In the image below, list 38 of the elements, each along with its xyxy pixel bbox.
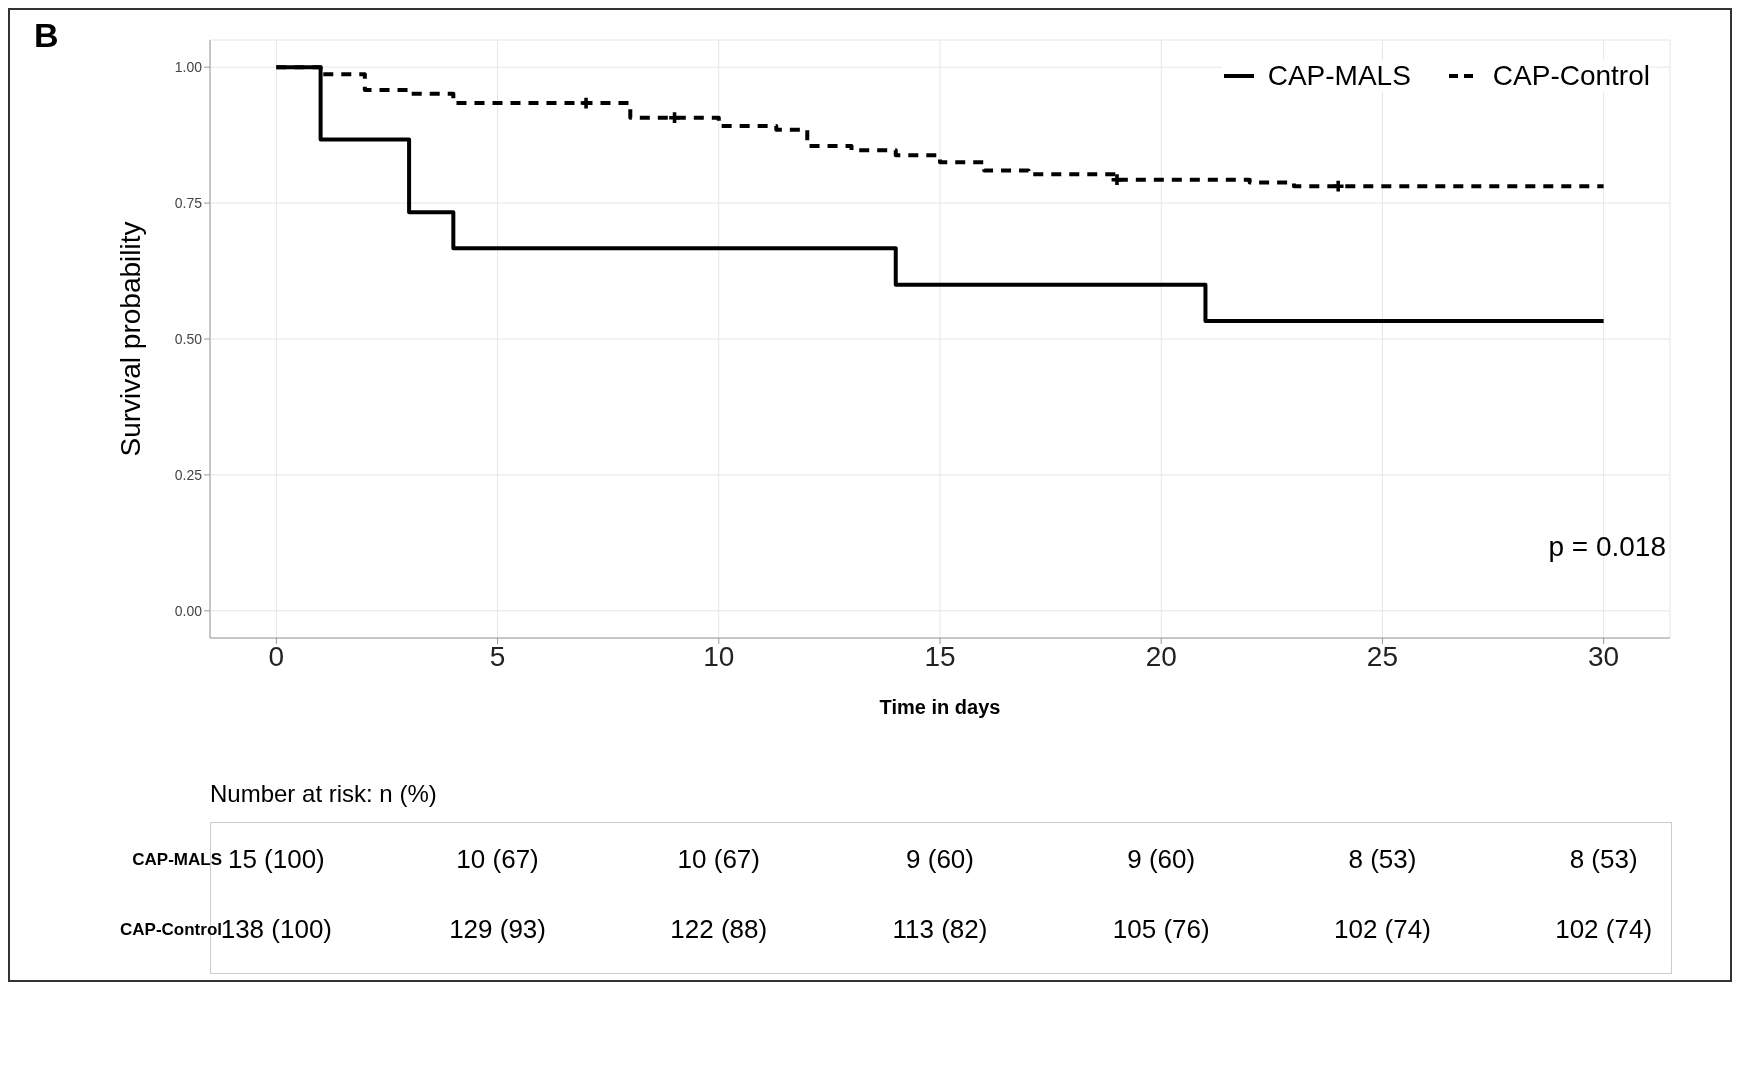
text: CAP-MALS (132, 850, 222, 870)
point (1111, 174, 1123, 186)
y-tick-label: 0.00 (174, 602, 203, 619)
text: 129 (93) (449, 914, 546, 945)
text: 102 (74) (1555, 914, 1653, 945)
text: 138 (100) (220, 914, 333, 945)
text: 122 (88) (670, 914, 768, 945)
y-tick-label: 1.00 (174, 59, 203, 76)
x-tick-label: 15 (924, 640, 956, 672)
text: 9 (60) (1127, 844, 1196, 875)
text: 105 (76) (1112, 914, 1210, 945)
y-axis-title: Survival probability (114, 221, 146, 457)
y-tick-label: 0.75 (174, 195, 203, 212)
x-tick-label: 25 (1366, 640, 1398, 672)
text: 102 (74) (1334, 914, 1431, 945)
text: Number at risk: n (%) (210, 780, 437, 808)
x-tick-label: 5 (489, 640, 506, 672)
point (1332, 180, 1344, 192)
legend-label: CAP-MALS (1267, 60, 1411, 92)
text: 15 (100) (227, 844, 325, 875)
annotation: p = 0.018 (1548, 531, 1666, 564)
text: 9 (60) (906, 844, 974, 875)
x-tick-label: 20 (1145, 640, 1177, 672)
x-tick-label: 30 (1588, 640, 1620, 672)
text: 8 (53) (1348, 844, 1417, 875)
y-tick-label: 0.25 (174, 466, 203, 483)
x-axis-title: Time in days (879, 696, 1001, 718)
point (669, 112, 680, 124)
chart-title: B (34, 16, 59, 55)
x-tick-label: 0 (268, 640, 285, 672)
text: 8 (53) (1569, 844, 1638, 875)
text: CAP-Control (120, 920, 222, 940)
y-tick-label: 0.50 (174, 330, 203, 347)
x-tick-label: 10 (703, 640, 735, 672)
text: 10 (67) (456, 844, 539, 875)
legend-label: CAP-Control (1492, 60, 1650, 92)
text: 10 (67) (677, 844, 760, 875)
text: 113 (82) (892, 914, 988, 945)
